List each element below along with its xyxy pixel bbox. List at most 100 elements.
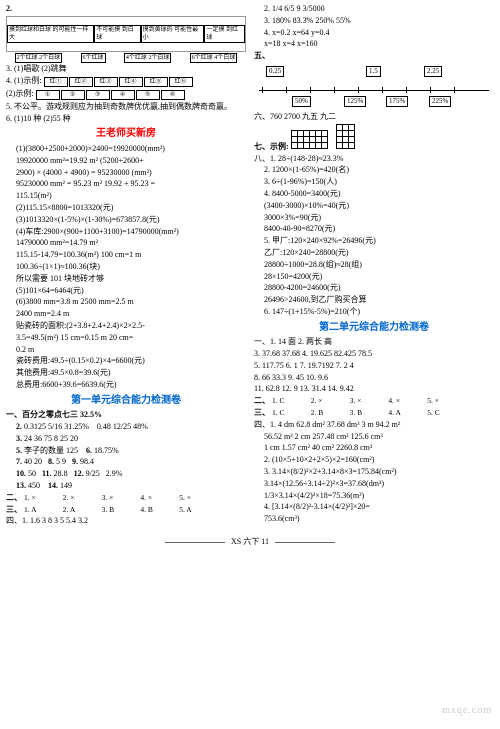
sec4-line: 四、1. 1.6 3 8 3 5 5.4 3.2 [6,516,246,527]
step-6: (2)115.15×8800=1013320(元) [16,203,246,214]
u2s1-2: 3. 37.68 37.68 4. 19.625 82.425 78.5 [254,349,494,360]
e-3: 3. 6÷(1-96%)=150(人) [254,177,494,188]
e-11: 28×150=4200(元) [254,272,494,283]
q2-bot-3: 4个红球 2个白球 [124,53,172,63]
u2s4-8: 4. [3.14×(8/2)²-3.14×(4/2)²]×20= [254,502,494,513]
q2-bot-2: 6个红球 [81,53,106,63]
s2-4: 4. × [140,493,175,503]
step-5: 115.15(m²) [16,191,246,202]
r-line1: 2. 1/4 6/5 9 3/5000 [254,4,494,15]
q2-bottom-row: 2个红球 2个白球 6个红球 4个红球 2个白球 6个红球 4个白球 [6,53,246,63]
u2s1-3: 5. 117.75 6. 1 7. 19.7192 7. 2 4 [254,361,494,372]
q4-1-b3: 红③ [94,77,118,87]
step-4: 95230000 mm² = 95.23 m² 19.92 + 95.23 = [16,179,246,190]
step-2: 19920000 mm²=19.92 m² (5200+2600+ [16,156,246,167]
six-line: 六、760 2700 九五 九二 [254,112,494,123]
step-1: (1)(3800+2500+2000)×2400=19920000(mm²) [16,144,246,155]
e-7: 8400-40-90=8270(元) [254,224,494,235]
u2s2-2: 2. × [311,396,346,406]
number-line: 0.25 1.5 2.25 50% 125% 175% 225% [254,66,494,108]
sec1-l5: 10. 50 11. 28.8 12. 9/25 2.9% [16,469,246,480]
nl-bot-2: 125% [344,96,366,107]
step-14: (6)3800 mm=3.8 m 2500 mm=2.5 m [16,297,246,308]
e-13: 26496>24600,到乙厂购买合算 [254,295,494,306]
q6: 6. (1)10 种 (2)55 种 [6,114,246,125]
sec1-l1: 2. 0.3125 5/16 31.25% 0.48 12/25 48% [16,422,246,433]
e-9: 乙厂:120×240=28800(元) [254,248,494,259]
q2-label: 2. [6,4,246,15]
nl-bot-1: 50% [292,96,311,107]
s3-5: 5. A [179,505,214,515]
e-8: 5. 甲厂:120×240×92%=26496(元) [254,236,494,247]
u2s4-1: 四、1. 4 dm 62.8 dm² 37.68 dm³ 3 m 94.2 m² [254,420,494,431]
u2s3-2: 2. B [311,408,346,418]
u2s2-1: 1. C [272,396,307,406]
q2-bot-4: 6个红球 4个白球 [190,53,238,63]
u2s1-1: 一、1. 14 面 2. 两长 高 [254,337,494,348]
q4-2-b4: ④ [111,90,135,100]
q4-1-b6: 红⑥ [169,77,193,87]
u2s2-3: 3. × [350,396,385,406]
u2s4-7: 1/3×3.14×(4/2)²×18=75.36(m³) [254,491,494,502]
q2-top-4: 一定摸 到红球 [204,25,245,43]
s2-1: 1. × [24,493,59,503]
u2-sec2-row: 二、 1. C 2. × 3. × 4. × 5. × [254,396,494,407]
q2-top-2: 不可能摸 到白球 [94,25,140,43]
u2s4-6: 3.14×(12.56÷3.14÷2)²×3=37.68(dm³) [254,479,494,490]
u2s3-4: 4. A [388,408,423,418]
s2-5: 5. × [179,493,214,503]
u2s4-5: 3. 3.14×(8/2)²×2+3.14×8×3=175.84(cm²) [254,467,494,478]
step-3: 2900) × (4000 + 4900) = 95230000 (mm²) [16,168,246,179]
s3-4: 4. B [140,505,175,515]
sec2-row: 二、 1. × 2. × 3. × 4. × 5. × [6,493,246,504]
q4-2-b2: ② [61,90,85,100]
u2-sec1: 一、1. 14 面 2. 两长 高 3. 37.68 37.68 4. 19.6… [254,337,494,395]
e-4: 4. 8400-5000=3400(元) [254,189,494,200]
grid-demo-2 [336,124,355,149]
u2s3-1: 1. C [272,408,307,418]
step-12: 所以需要 101 块地砖才够 [16,274,246,285]
blue-heading-2: 第二单元综合能力检测卷 [254,321,494,335]
u2s3-3: 3. B [350,408,385,418]
sec1-l6: 13. 450 14. 149 [16,481,246,492]
step-9: 14790000 mm²=14.79 m² [16,238,246,249]
step-16: 贴瓷砖的面积:(2+3.8+2.4+2.4)×2×2.5- [16,321,246,332]
e-6: 3000×3%=90(元) [254,213,494,224]
q2-top-1: 摸到红球和白球 的可能性一样大 [7,25,94,43]
blue-heading-1: 第一单元综合能力检测卷 [6,394,246,408]
u2s1-5: 11. 62.8 12. 9 13. 31.4 14. 9.42 [254,384,494,395]
q3: 3. (1)唱歌 (2)跳舞 [6,64,246,75]
u2s4-3: 1 cm 1.57 cm² 40 cm² 2260.8 cm³ [254,443,494,454]
step-7: (3)1013320×(1-5%)×(1-30%)=673857.8(元) [16,215,246,226]
red-heading-1: 王老师买新房 [6,127,246,141]
sec1-l3: 5. 李子的数量 125 6. 18.75% [16,446,246,457]
s3-1: 1. A [24,505,59,515]
seven-label: 七、示例: [254,142,289,151]
nl-top-2: 1.5 [366,66,381,77]
q4-1-label: 4. (1)示例: [6,76,42,85]
sec3-label: 三、 [6,505,22,514]
step-20: 其他费用:49.5×0.8=39.6(元) [16,368,246,379]
e-5: (3400-3000)×10%=40(元) [254,201,494,212]
page-footer: XS 六下 11 [0,537,500,548]
sec3-row: 三、 1. A 2. A 3. B 4. B 5. A [6,505,246,516]
eight-block: 八、1. 28÷(148-28)≈23.3% 2. 1200×(1-65%)=4… [254,154,494,318]
sec1-l2: 3. 24 36 75 8 25 20 [16,434,246,445]
r-line2: 3. 180% 83.3̇% 250% 55% [254,16,494,27]
step-15: 2400 mm=2.4 m [16,309,246,320]
watermark: mxqe.com [442,704,492,718]
u2s4-9: 753.6(cm³) [254,514,494,525]
step-19: 瓷砖费用:49.5÷(0.15×0.2)×4=6600(元) [16,356,246,367]
u2s2-5: 5. × [427,396,462,406]
s2-2: 2. × [63,493,98,503]
s3-3: 3. B [102,505,137,515]
e-1: 八、1. 28÷(148-28)≈23.3% [254,154,494,165]
e-14: 6. 147÷(1+15%-5%)=210(个) [254,307,494,318]
step-13: (5)101×64=6464(元) [16,286,246,297]
nl-top-3: 2.25 [424,66,442,77]
steps-block: (1)(3800+2500+2000)×2400=19920000(mm²) 1… [6,144,246,391]
nl-bot-3: 175% [386,96,408,107]
q4-1-b2: 红② [69,77,93,87]
q4-2-label: (2)示例: [6,89,34,98]
sec1-body: 2. 0.3125 5/16 31.25% 0.48 12/25 48% 3. … [6,422,246,492]
